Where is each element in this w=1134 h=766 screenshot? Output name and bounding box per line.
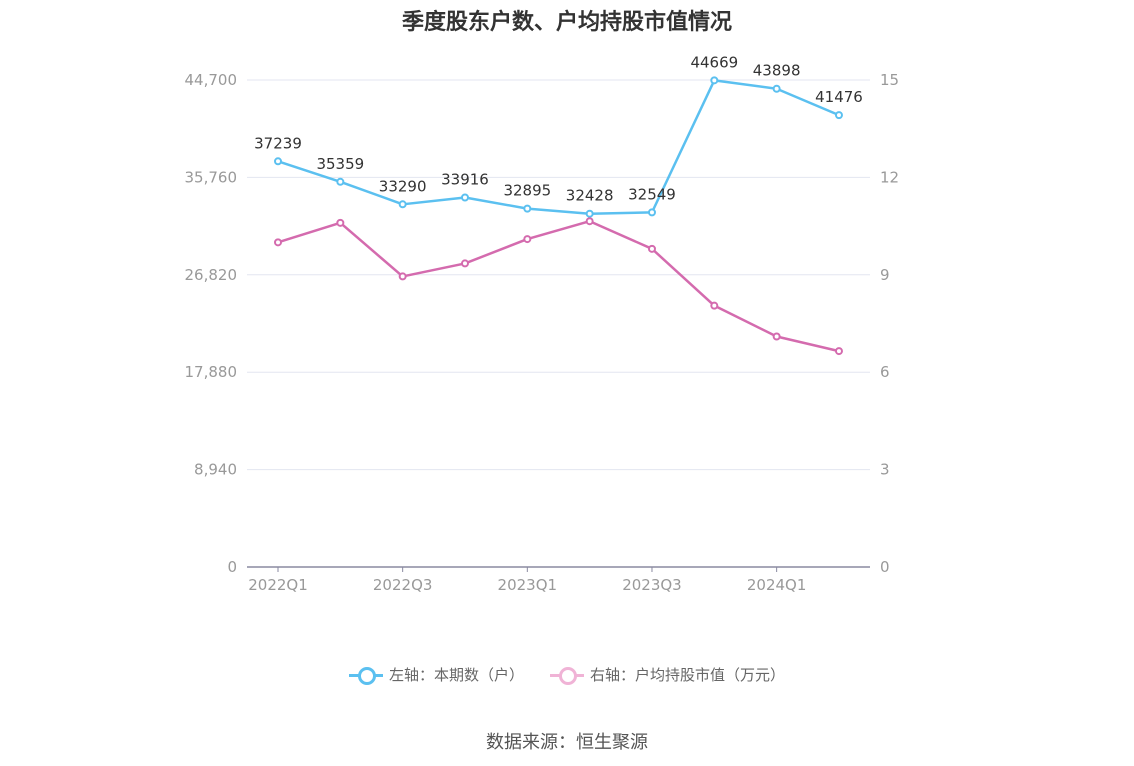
- right-axis-tick-label: 9: [880, 266, 890, 284]
- left-axis-tick-label: 8,940: [194, 461, 237, 479]
- data-point-left: [647, 208, 656, 217]
- data-label-left: 33290: [379, 177, 427, 195]
- data-point-right: [274, 238, 282, 247]
- left-axis-tick-label: 35,760: [185, 168, 238, 186]
- data-labels: 37239 35359 33290 33916 32895 32428 32549 44669…: [254, 53, 863, 204]
- legend: 左轴：本期数（户） 右轴：户均持股市值（万元）: [0, 664, 1134, 685]
- x-axis-tick-label: 2023Q3: [622, 576, 682, 594]
- legend-swatch-left: [348, 666, 383, 685]
- x-axis-tick-label: 2023Q1: [498, 576, 558, 594]
- data-label-left: 32549: [628, 185, 676, 203]
- data-label-left: 32895: [503, 182, 551, 200]
- data-point-left: [772, 84, 781, 93]
- data-point-left: [585, 209, 594, 218]
- legend-swatch-right: [550, 666, 584, 685]
- series-line-right: [277, 219, 840, 353]
- right-axis-tick-label: 12: [880, 168, 899, 186]
- chart-title: 季度股东户数、户均持股市值情况: [401, 10, 732, 35]
- data-point-right: [460, 259, 469, 268]
- data-source: 数据来源：恒生聚源: [486, 732, 648, 753]
- data-label-left: 33916: [441, 170, 489, 188]
- data-point-right: [834, 347, 843, 356]
- data-point-right: [710, 301, 719, 310]
- x-axis-tick-label: 2022Q3: [373, 576, 433, 594]
- data-point-right: [398, 272, 407, 281]
- legend-label-left: 左轴：本期数（户）: [388, 666, 524, 684]
- series-line-left: [277, 79, 840, 215]
- left-axis-tick-label: 17,880: [185, 363, 238, 381]
- series-layer: [274, 76, 843, 356]
- x-axis-tick-label: 2022Q1: [248, 576, 308, 594]
- data-point-left: [523, 204, 532, 213]
- data-point-left: [398, 200, 407, 209]
- data-point-right: [647, 244, 656, 253]
- data-label-left: 35359: [316, 155, 364, 173]
- data-point-right: [772, 332, 781, 341]
- data-point-left: [274, 157, 282, 166]
- x-axis-tick-label: 2024Q1: [747, 576, 807, 594]
- data-label-left: 32428: [566, 187, 614, 205]
- left-axis-tick-label: 26,820: [185, 266, 238, 284]
- data-label-left: 41476: [815, 88, 863, 106]
- right-axis-tick-label: 15: [880, 71, 899, 89]
- legend-item-right-series[interactable]: 右轴：户均持股市值（万元）: [550, 664, 785, 685]
- data-point-left: [834, 111, 843, 120]
- data-point-left: [460, 193, 469, 202]
- data-point-left: [336, 177, 345, 186]
- grid-lines: [247, 79, 870, 471]
- left-axis-tick-label: 44,700: [185, 71, 238, 89]
- right-axis-tick-label: 0: [880, 558, 890, 576]
- axes: 0 8,940 17,880 26,820 35,760 44,700 0 3 6 9 12 15 20…: [185, 71, 900, 594]
- legend-item-left-series[interactable]: 左轴：本期数（户）: [348, 664, 524, 685]
- legend-label-right: 右轴：户均持股市值（万元）: [590, 666, 786, 684]
- right-axis-tick-label: 3: [880, 461, 890, 479]
- data-label-left: 43898: [753, 62, 801, 80]
- left-axis-tick-label: 0: [227, 558, 237, 576]
- data-point-left: [710, 76, 719, 85]
- right-axis-tick-label: 6: [880, 363, 890, 381]
- data-label-left: 37239: [254, 134, 302, 152]
- data-point-right: [585, 217, 594, 226]
- data-point-right: [523, 235, 532, 244]
- data-label-left: 44669: [690, 53, 738, 71]
- data-point-right: [336, 218, 345, 227]
